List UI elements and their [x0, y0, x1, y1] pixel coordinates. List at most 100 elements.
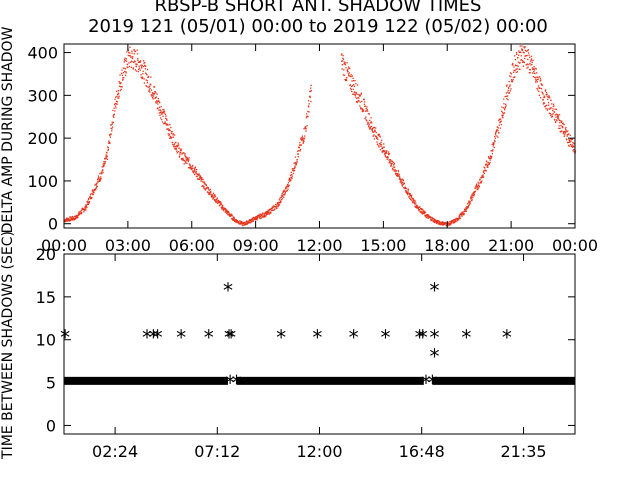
- data-point: [556, 114, 558, 116]
- data-point: [199, 177, 201, 179]
- data-point: [493, 146, 495, 149]
- data-point: [134, 69, 136, 71]
- data-point: [549, 108, 551, 110]
- data-point: [254, 218, 257, 220]
- data-point: [124, 57, 126, 59]
- data-point: [527, 66, 529, 68]
- data-point: [222, 204, 224, 207]
- data-point: [497, 136, 499, 138]
- data-point: [569, 140, 571, 142]
- data-point: [294, 166, 296, 169]
- data-point: [220, 202, 222, 204]
- asterisk-marker: *: [415, 325, 425, 349]
- data-point: [176, 145, 179, 148]
- data-point: [468, 204, 470, 207]
- data-point: [390, 162, 392, 165]
- data-point: [487, 164, 489, 166]
- data-point: [486, 163, 488, 165]
- data-point: [573, 149, 575, 151]
- data-point: [405, 191, 407, 193]
- data-point: [158, 100, 160, 102]
- bottom-plot: TIME BETWEEN SHADOWS (SEC) * *** * ******* *…: [0, 231, 576, 461]
- data-point: [441, 222, 444, 224]
- data-point: [475, 185, 477, 187]
- data-point: [477, 181, 479, 183]
- data-point: [95, 184, 97, 186]
- data-point: [458, 214, 461, 216]
- data-point: [569, 134, 571, 136]
- data-point: [164, 122, 166, 124]
- data-point: [261, 214, 263, 216]
- data-point: [134, 60, 136, 63]
- data-point: [515, 64, 517, 66]
- data-point: [288, 177, 290, 179]
- data-point: [434, 221, 436, 224]
- data-point: [273, 205, 275, 208]
- data-point: [341, 64, 343, 66]
- data-point: [432, 220, 434, 222]
- data-point: [571, 138, 573, 140]
- data-point: [161, 111, 163, 114]
- data-point: [235, 221, 237, 224]
- y-tick-label: 400: [27, 44, 58, 63]
- data-point: [389, 159, 391, 161]
- asterisk-marker: *: [418, 325, 428, 349]
- baseline-band: [432, 376, 575, 385]
- data-point: [227, 210, 229, 213]
- data-point: [410, 199, 412, 201]
- data-point: [421, 211, 423, 213]
- data-point: [302, 142, 304, 144]
- data-point: [539, 76, 541, 78]
- data-point: [241, 221, 243, 223]
- data-point: [448, 221, 450, 223]
- data-point: [153, 86, 156, 88]
- data-point: [469, 203, 471, 205]
- data-point: [213, 195, 215, 197]
- data-point: [109, 136, 111, 138]
- data-point: [123, 77, 125, 79]
- data-point: [180, 157, 183, 160]
- data-point: [269, 209, 271, 211]
- data-point: [277, 203, 279, 205]
- data-point: [345, 79, 347, 81]
- data-point: [523, 52, 525, 54]
- data-point: [292, 169, 294, 172]
- data-point: [216, 200, 218, 202]
- data-point: [516, 53, 518, 55]
- data-point: [198, 174, 200, 176]
- data-point: [394, 170, 396, 172]
- data-point: [518, 51, 520, 53]
- data-point: [459, 217, 462, 219]
- data-point: [76, 215, 79, 217]
- data-point: [515, 52, 518, 54]
- asterisk-marker: *: [429, 344, 439, 368]
- data-point: [350, 74, 352, 76]
- data-point: [141, 64, 143, 66]
- data-point: [550, 99, 552, 102]
- data-point: [392, 168, 394, 170]
- data-point: [188, 167, 190, 169]
- data-point: [87, 202, 89, 204]
- data-point: [210, 193, 212, 196]
- data-point: [505, 92, 507, 94]
- data-point: [364, 105, 366, 107]
- data-point: [524, 57, 526, 60]
- data-point: [408, 195, 410, 198]
- data-point: [208, 193, 210, 195]
- data-point: [284, 190, 286, 192]
- data-point: [421, 213, 424, 215]
- data-point: [444, 221, 447, 224]
- data-point: [274, 208, 276, 210]
- data-point: [343, 69, 345, 71]
- data-point: [351, 85, 354, 87]
- data-point: [521, 45, 523, 47]
- data-point: [545, 105, 547, 107]
- asterisk-marker: *: [349, 325, 359, 349]
- data-point: [162, 111, 165, 113]
- data-point: [83, 211, 85, 213]
- data-point: [501, 110, 503, 112]
- data-point: [148, 85, 151, 87]
- data-point: [131, 60, 133, 62]
- data-point: [409, 197, 411, 200]
- data-point: [551, 115, 554, 118]
